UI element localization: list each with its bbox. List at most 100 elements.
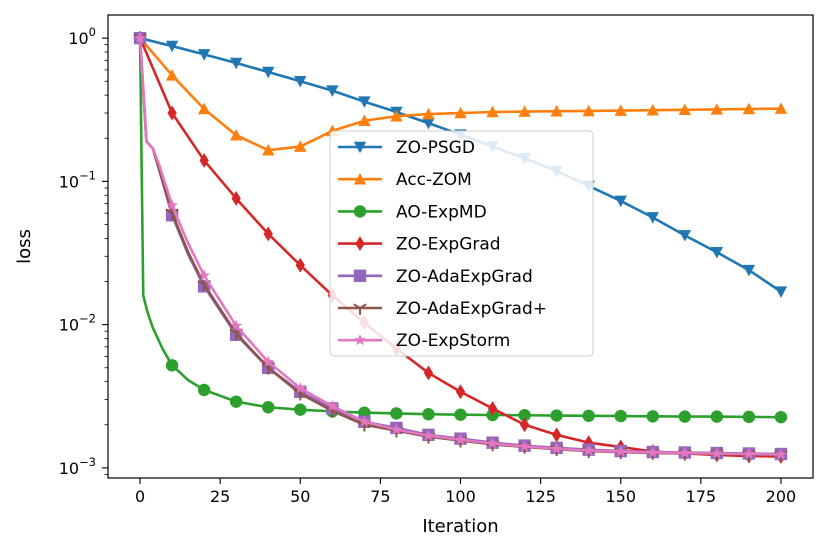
data-point-acc-zom [422, 107, 435, 120]
data-point-zo-psgd [422, 117, 435, 130]
data-point-zo-expstorm [134, 31, 146, 44]
legend-entry-zo-adaexpgrad-plus: ZO-AdaExpGrad+ [338, 299, 547, 319]
legend-entry-ao-expmd: AO-ExpMD [338, 202, 487, 222]
y-tick-label: 10−1 [59, 168, 96, 191]
data-point-acc-zom [678, 103, 692, 116]
data-point-zo-expstorm [743, 447, 755, 460]
data-point-ao-expmd [614, 409, 627, 423]
data-point-zo-psgd [294, 75, 307, 88]
legend-marker-zo-psgd [353, 141, 367, 154]
data-point-zo-expgrad [263, 226, 273, 242]
data-point-zo-psgd [229, 57, 243, 70]
legend-label: ZO-PSGD [396, 138, 475, 158]
data-point-zo-psgd [710, 247, 724, 259]
data-point-ao-expmd [550, 409, 563, 422]
legend-marker-acc-zom [353, 173, 367, 185]
data-point-zo-expgrad [423, 365, 434, 381]
data-point-acc-zom [454, 106, 467, 119]
legend-label: ZO-AdaExpGrad+ [396, 299, 547, 319]
legend-entry-zo-expgrad: ZO-ExpGrad [338, 235, 501, 255]
data-point-zo-expstorm [518, 440, 531, 452]
data-point-acc-zom [358, 114, 371, 127]
series-line-ao-expmd [138, 38, 781, 419]
data-point-acc-zom [165, 69, 179, 81]
series-ao-expmd [133, 31, 788, 424]
data-point-ao-expmd [582, 409, 595, 422]
series-zo-expstorm [134, 31, 787, 460]
legend-label: Acc-ZOM [396, 170, 472, 190]
series-acc-zom [133, 31, 788, 156]
data-point-acc-zom [229, 129, 243, 141]
x-tick-label: 0 [135, 487, 145, 506]
data-point-zo-psgd [742, 264, 756, 277]
data-point-zo-expstorm [422, 429, 435, 441]
data-point-acc-zom [710, 103, 724, 115]
data-point-zo-psgd [646, 212, 659, 224]
data-point-zo-expstorm [582, 444, 595, 456]
data-point-zo-expstorm [358, 415, 371, 427]
x-tick-label: 175 [686, 487, 717, 506]
data-point-zo-expstorm [486, 437, 499, 449]
data-point-ao-expmd [454, 408, 467, 421]
x-tick-label: 200 [766, 487, 797, 506]
x-tick-label: 150 [605, 487, 636, 506]
y-axis-label: loss [14, 229, 35, 264]
data-point-acc-zom [742, 102, 756, 115]
legend-entry-zo-psgd: ZO-PSGD [338, 138, 475, 158]
data-point-zo-expstorm [262, 355, 275, 367]
data-point-acc-zom [774, 102, 788, 114]
data-point-zo-psgd [614, 195, 627, 208]
legend-marker-ao-expmd [353, 205, 367, 218]
data-point-acc-zom [518, 105, 531, 117]
data-point-acc-zom [646, 103, 659, 116]
legend-label: AO-ExpMD [396, 202, 487, 222]
data-point-acc-zom [294, 140, 307, 152]
data-point-ao-expmd [165, 359, 179, 372]
data-point-ao-expmd [262, 401, 275, 414]
data-point-zo-psgd [358, 96, 371, 108]
data-point-ao-expmd [646, 410, 659, 423]
data-point-ao-expmd [518, 409, 531, 422]
legend-marker-zo-adaexpgrad-plus [353, 303, 367, 315]
legend-label: ZO-AdaExpGrad [396, 267, 533, 287]
data-point-zo-expstorm [198, 269, 211, 281]
legend-box [329, 130, 594, 357]
y-tick-label: 10−3 [59, 455, 96, 478]
data-point-zo-psgd [197, 49, 211, 61]
data-point-zo-expstorm [454, 433, 467, 445]
x-axis: 0 25 50 75 100 125 150 175 200 [135, 478, 796, 506]
data-point-zo-expstorm [326, 399, 339, 412]
data-point-zo-expgrad [455, 384, 466, 400]
data-point-acc-zom [262, 144, 275, 156]
data-point-zo-expgrad [167, 105, 177, 121]
data-point-zo-psgd [678, 230, 692, 242]
data-point-zo-expstorm [294, 381, 307, 394]
legend-marker-zo-expstorm [354, 334, 366, 346]
data-point-zo-expstorm [678, 446, 691, 459]
x-tick-label: 50 [290, 487, 310, 506]
data-point-ao-expmd [774, 410, 788, 424]
data-point-zo-expstorm [614, 445, 627, 457]
legend-entry-zo-adaexpgrad: ZO-AdaExpGrad [338, 267, 533, 287]
y-axis: 10−3 10−2 10−1 100 [59, 25, 108, 478]
data-point-ao-expmd [422, 408, 435, 421]
data-point-zo-expgrad [519, 417, 530, 433]
x-tick-label: 75 [370, 487, 390, 506]
data-point-zo-psgd [326, 85, 339, 97]
data-point-ao-expmd [390, 407, 403, 420]
data-point-zo-expstorm [550, 442, 563, 454]
legend-marker-zo-expgrad [355, 236, 365, 252]
y-tick-label: 10−2 [59, 312, 96, 335]
data-point-zo-expstorm [230, 319, 243, 331]
data-point-acc-zom [390, 110, 403, 122]
data-point-zo-expstorm [646, 446, 659, 458]
data-point-zo-expgrad [199, 153, 209, 168]
data-point-zo-expgrad [231, 191, 241, 206]
data-point-zo-psgd [165, 40, 179, 53]
data-point-zo-expstorm [710, 447, 723, 459]
data-point-zo-expgrad [551, 427, 562, 443]
x-tick-label: 125 [525, 487, 556, 506]
data-point-zo-expstorm [390, 423, 403, 435]
x-tick-label: 25 [210, 487, 230, 506]
